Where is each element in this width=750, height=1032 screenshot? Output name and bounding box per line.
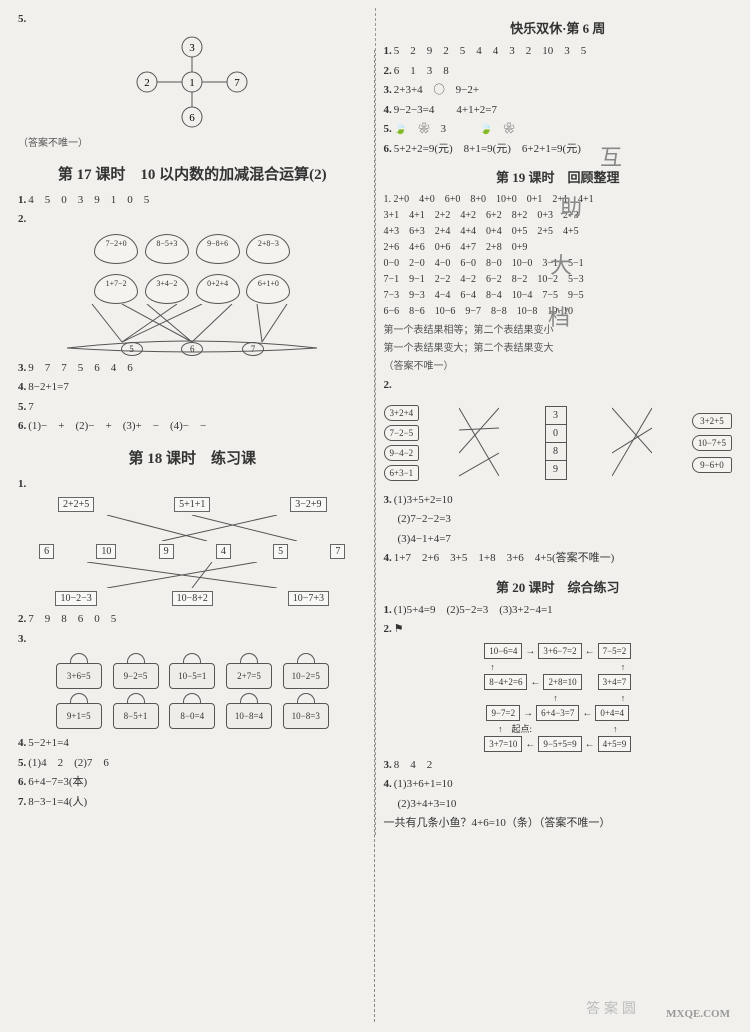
l17-q5: 7 [28, 401, 34, 413]
l17-q3: 9 7 7 5 6 4 6 [28, 362, 133, 374]
h-q1: 5 2 9 2 5 4 4 3 2 10 3 5 [394, 45, 587, 57]
l18-q2: 7 9 8 6 0 5 [28, 613, 116, 625]
l20-q4-2: (2)3+4+3=10 [398, 798, 457, 810]
l19-q3-3: (3)4−1+4=7 [398, 533, 451, 545]
carrot-diagram: 3+2+4 7−2−5 9−4−2 6+3−1 3 0 8 9 3+2+5 10… [384, 398, 733, 488]
column-divider [374, 50, 375, 1022]
h-q5: 🍃 ❀ 3 🍃 ❀ [394, 123, 515, 135]
svg-text:6: 6 [190, 112, 196, 124]
l19-q3-2: (2)7−2−2=3 [398, 513, 451, 525]
grid-row: 4+3 6+3 2+4 4+4 0+4 0+5 2+5 4+5 [384, 224, 733, 240]
watermark-text: 答案圆 [586, 998, 640, 1018]
lesson19-title: 第 19 课时 回顾整理 [384, 167, 733, 186]
svg-text:2: 2 [145, 77, 151, 89]
l20-q3: 8 4 2 [394, 759, 433, 771]
happy-title: 快乐双休·第 6 周 [384, 18, 733, 37]
q5-diagram: 1 3 6 2 7 [18, 32, 367, 132]
l20-q1: (1)5+4=9 (2)5−2=3 (3)3+2−4=1 [394, 604, 553, 616]
h-q6: 5+2+2=9(元) 8+1=9(元) 6+2+1=9(元) [394, 143, 581, 155]
grid-row: 0−0 2−0 4−0 6−0 8−0 10−0 3−1 5−1 [384, 256, 733, 272]
q5-note: （答案不唯一） [18, 136, 367, 151]
locks-diagram: 3+6=5 9−2=5 10−5=1 2+7=5 10−2=5 9+1=5 8−… [18, 651, 367, 731]
svg-text:1: 1 [190, 77, 196, 89]
grid-row: 7−1 9−1 2−2 4−2 6−2 8−2 10−2 5−3 [384, 272, 733, 288]
grid-note2: 第一个表结果变大；第二个表结果变大 [384, 341, 733, 356]
l20-q4-1: (1)3+6+1=10 [394, 778, 453, 790]
l19-q4: 1+7 2+6 3+5 1+8 3+6 4+5(答案不唯一) [394, 552, 615, 564]
q5-label: 5. [18, 13, 26, 25]
l19-q3-1: (1)3+5+2=10 [394, 494, 453, 506]
flow-diagram: 10−6=4→3+6−7=2←7−5=2 ↑ ↑ 8−4+2=6←2+8=10 … [384, 642, 733, 753]
l18-q6: 6+4−7=3(本) [28, 776, 87, 788]
lesson17-title: 第 17 课时 10 以内数的加减混合运算(2) [18, 163, 367, 184]
lesson18-title: 第 18 课时 练习课 [18, 447, 367, 468]
grid-row: 1. 2+0 4+0 6+0 8+0 10+0 0+1 2+1 4+1 [384, 192, 733, 208]
svg-text:7: 7 [235, 77, 241, 89]
svg-text:3: 3 [190, 42, 196, 54]
grid-note1: 第一个表结果相等；第二个表结果变小 [384, 323, 733, 338]
l18-match-diagram: 2+2+5 5+1+1 3−2+9 6 10 9 4 5 7 [18, 496, 367, 607]
l18-q7: 8−3−1=4(人) [28, 796, 87, 808]
grid-note3: （答案不唯一） [384, 359, 733, 374]
l18-q4: 5−2+1=4 [28, 737, 69, 749]
grid-row: 7−3 9−3 4−4 6−4 8−4 10−4 7−5 9−5 [384, 288, 733, 304]
l18-q5: (1)4 2 (2)7 6 [28, 757, 109, 769]
flag-icon: ⚑ [394, 623, 404, 635]
h-q2: 6 1 3 8 [394, 65, 449, 77]
lesson20-title: 第 20 课时 综合练习 [384, 577, 733, 596]
balloon-diagram: 7−2+0 8−5+3 9−8+6 2+8−3 1+7−2 3+4−2 0+2+… [18, 232, 367, 356]
l17-q1: 4 5 0 3 9 1 0 5 [28, 194, 149, 206]
grid-row: 6−6 8−6 10−6 9−7 8−8 10−8 10−10 [384, 304, 733, 320]
l17-q6: (1)− + (2)− + (3)+ − (4)− − [28, 420, 206, 432]
l17-q4: 8−2+1=7 [28, 381, 69, 393]
h-q4: 9−2−3=4 4+1+2=7 [394, 104, 497, 116]
grid-row: 3+1 4+1 2+2 4+2 6+2 8+2 0+3 2+3 [384, 208, 733, 224]
h-q3: 2+3+4 ◯ 9−2+ [394, 84, 479, 96]
l20-fish: 一共有几条小鱼？4+6=10（条）（答案不唯一） [384, 815, 733, 832]
watermark-logo: MXQE.COM [666, 1008, 730, 1020]
grid-row: 2+6 4+6 0+6 4+7 2+8 0+9 [384, 240, 733, 256]
